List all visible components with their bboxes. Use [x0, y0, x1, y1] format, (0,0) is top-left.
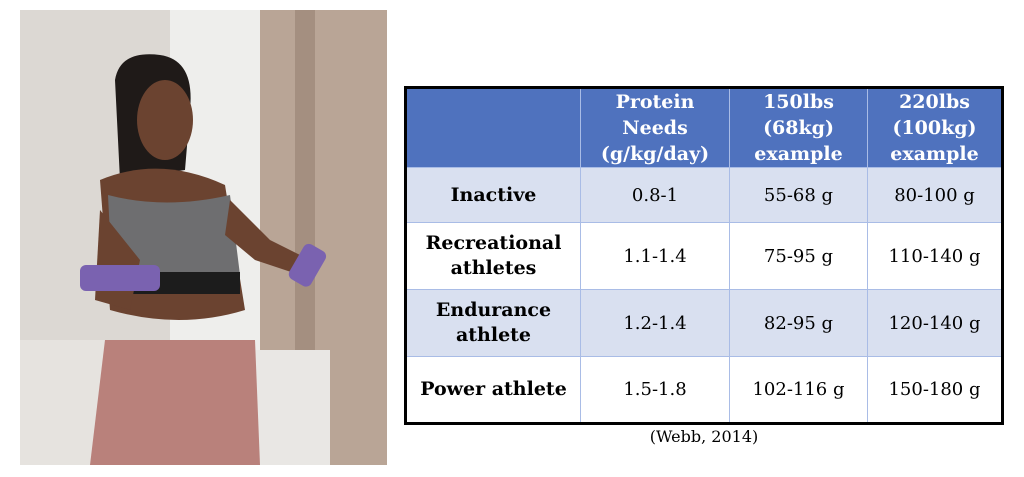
- row-label: Recreational athletes: [405, 222, 581, 290]
- table-row: Recreational athletes 1.1-1.4 75-95 g 11…: [405, 222, 1003, 290]
- example-220-cell: 150-180 g: [867, 356, 1003, 424]
- example-150-cell: 102-116 g: [729, 356, 868, 424]
- example-150-cell: 55-68 g: [729, 167, 868, 223]
- example-220-cell: 110-140 g: [867, 222, 1003, 290]
- header-220lbs: 220lbs (100kg) example: [867, 87, 1003, 168]
- table-row: Endurance athlete 1.2-1.4 82-95 g 120-14…: [405, 289, 1003, 357]
- row-label: Power athlete: [405, 356, 581, 424]
- table-row: Inactive 0.8-1 55-68 g 80-100 g: [405, 167, 1003, 223]
- row-label: Inactive: [405, 167, 581, 223]
- woman-exercising-photo: [20, 10, 387, 465]
- protein-needs-cell: 1.2-1.4: [580, 289, 730, 357]
- table-caption: (Webb, 2014): [649, 427, 759, 446]
- example-220-cell: 80-100 g: [867, 167, 1003, 223]
- protein-needs-cell: 1.1-1.4: [580, 222, 730, 290]
- table-header-row: Protein Needs (g/kg/day) 150lbs (68kg) e…: [405, 87, 1003, 168]
- protein-needs-cell: 0.8-1: [580, 167, 730, 223]
- row-label: Endurance athlete: [405, 289, 581, 357]
- example-150-cell: 82-95 g: [729, 289, 868, 357]
- protein-needs-table: Protein Needs (g/kg/day) 150lbs (68kg) e…: [404, 86, 1004, 425]
- example-220-cell: 120-140 g: [867, 289, 1003, 357]
- example-150-cell: 75-95 g: [729, 222, 868, 290]
- header-protein-needs: Protein Needs (g/kg/day): [580, 87, 730, 168]
- header-150lbs: 150lbs (68kg) example: [729, 87, 868, 168]
- protein-needs-cell: 1.5-1.8: [580, 356, 730, 424]
- table-row: Power athlete 1.5-1.8 102-116 g 150-180 …: [405, 356, 1003, 424]
- header-blank: [405, 87, 581, 168]
